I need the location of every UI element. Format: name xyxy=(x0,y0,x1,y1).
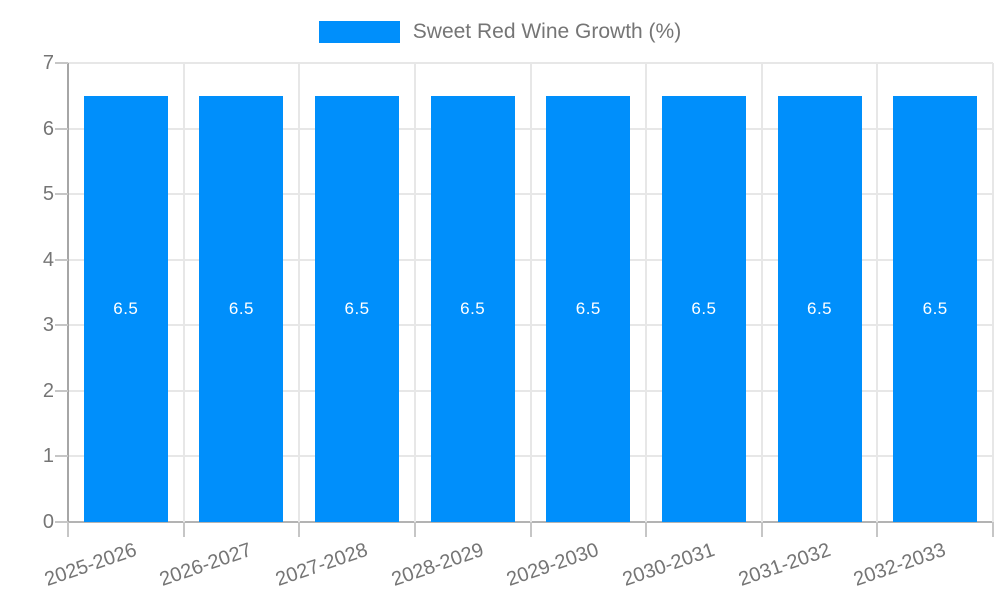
bar-2025-2026[interactable]: 6.5 xyxy=(83,95,168,522)
y-axis-tick-label: 7 xyxy=(42,52,54,74)
x-axis-tick xyxy=(298,522,301,537)
gridline-vertical xyxy=(182,63,185,522)
bar-2029-2030[interactable]: 6.5 xyxy=(546,95,631,522)
bar-value-label: 6.5 xyxy=(113,298,139,318)
gridline-vertical xyxy=(298,63,301,522)
gridline-vertical xyxy=(876,63,879,522)
bar-value-label: 6.5 xyxy=(575,298,601,318)
y-axis-tick xyxy=(55,258,68,261)
plot-area: 6.5 6.5 6.5 6.5 6.5 6.5 6.5 6.5 xyxy=(67,62,994,523)
x-axis-tick xyxy=(413,522,416,537)
x-axis-tick xyxy=(182,522,185,537)
bar-value-label: 6.5 xyxy=(691,298,717,318)
y-axis-tick xyxy=(55,193,68,196)
bar-2032-2033[interactable]: 6.5 xyxy=(893,95,978,522)
y-axis-line xyxy=(67,63,69,522)
y-axis-tick xyxy=(55,521,68,523)
bar-2028-2029[interactable]: 6.5 xyxy=(430,95,515,522)
legend: Sweet Red Wine Growth (%) xyxy=(0,20,1000,44)
x-axis-tick xyxy=(876,522,879,537)
x-axis-tick xyxy=(992,522,994,537)
bar-value-label: 6.5 xyxy=(922,298,948,318)
gridline-vertical xyxy=(529,63,532,522)
x-axis-tick xyxy=(645,522,648,537)
y-axis-tick-label: 6 xyxy=(42,117,54,140)
y-axis-tick-label: 5 xyxy=(42,183,54,206)
y-axis-tick-label: 0 xyxy=(42,511,54,533)
gridline-vertical xyxy=(413,63,416,522)
bar-value-label: 6.5 xyxy=(228,298,254,318)
gridline-vertical xyxy=(645,63,648,522)
bar-value-label: 6.5 xyxy=(344,298,370,318)
legend-swatch[interactable] xyxy=(318,21,400,43)
y-axis-tick xyxy=(55,324,68,327)
bar-value-label: 6.5 xyxy=(806,298,833,318)
y-axis-tick-label: 2 xyxy=(42,379,54,402)
y-axis-tick-label: 3 xyxy=(42,314,54,337)
x-axis-tick xyxy=(67,522,69,537)
x-axis-tick xyxy=(529,522,532,537)
y-axis-tick xyxy=(55,127,68,130)
bar-2027-2028[interactable]: 6.5 xyxy=(315,95,400,522)
bar-2031-2032[interactable]: 6.5 xyxy=(777,95,862,522)
gridline-vertical xyxy=(992,63,994,522)
y-axis-tick xyxy=(55,455,68,458)
bar-2026-2027[interactable]: 6.5 xyxy=(199,95,284,522)
bar-value-label: 6.5 xyxy=(460,298,486,318)
gridline-vertical xyxy=(760,63,763,522)
legend-label[interactable]: Sweet Red Wine Growth (%) xyxy=(412,20,682,43)
x-axis-tick xyxy=(760,522,763,537)
y-axis-tick xyxy=(55,62,68,64)
y-axis-tick-label: 1 xyxy=(42,445,54,468)
bar-2030-2031[interactable]: 6.5 xyxy=(661,95,746,522)
y-axis-tick xyxy=(55,389,68,392)
y-axis-tick-label: 4 xyxy=(42,248,54,271)
